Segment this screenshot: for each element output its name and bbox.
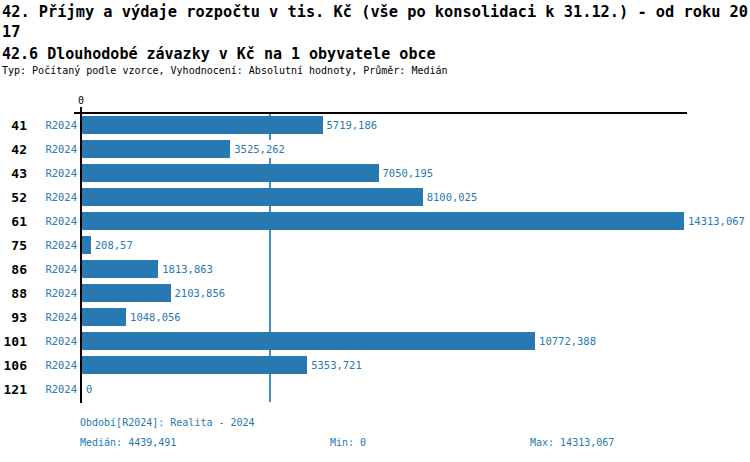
- row-series-label: R2024: [27, 335, 77, 347]
- row-series-label: R2024: [27, 311, 77, 323]
- bar-value-label: 2103,856: [174, 284, 227, 302]
- row-series-label: R2024: [27, 191, 77, 203]
- report-header: 42. Příjmy a výdaje rozpočtu v tis. Kč (…: [0, 0, 750, 77]
- row-category-label: 41: [0, 118, 27, 133]
- chart-row: 75R2024 208,57: [0, 233, 750, 257]
- chart-meta-line: Typ: Počítaný podle vzorce, Vyhodnocení:…: [2, 65, 750, 77]
- chart-row: 121R2024 0: [0, 377, 750, 401]
- row-category-label: 101: [0, 334, 27, 349]
- row-bar-zone: 3525,262: [82, 140, 750, 158]
- bar-value-label: 8100,025: [426, 188, 479, 206]
- bar: [82, 236, 91, 254]
- row-bar-zone: 1813,863: [82, 260, 750, 278]
- chart-row: 52R2024 8100,025: [0, 185, 750, 209]
- row-series-label: R2024: [27, 119, 77, 131]
- chart-row: 61R2024 14313,067: [0, 209, 750, 233]
- row-category-label: 88: [0, 286, 27, 301]
- bar: [82, 116, 323, 134]
- row-category-label: 43: [0, 166, 27, 181]
- bar-value-label: 7050,195: [382, 164, 435, 182]
- row-category-label: 106: [0, 358, 27, 373]
- bar-value-label: 10772,388: [538, 332, 597, 350]
- chart-row: 42R2024 3525,262: [0, 137, 750, 161]
- row-bar-zone: 10772,388: [82, 332, 750, 350]
- row-series-label: R2024: [27, 239, 77, 251]
- chart-row: 43R2024 7050,195: [0, 161, 750, 185]
- row-series-label: R2024: [27, 167, 77, 179]
- bar: [82, 356, 307, 374]
- chart-row: 86R2024 1813,863: [0, 257, 750, 281]
- bar-value-label: 5353,721: [310, 356, 363, 374]
- bar-chart: 0 41R20245719,18642R20243525,26243R20247…: [0, 95, 750, 407]
- bar: [82, 212, 684, 230]
- bar-value-label: 14313,067: [687, 212, 746, 230]
- row-bar-zone: 5353,721: [82, 356, 750, 374]
- bar-value-label: 1813,863: [161, 260, 214, 278]
- footer-min-stat: Min: 0: [330, 436, 366, 449]
- row-series-label: R2024: [27, 287, 77, 299]
- bar: [82, 140, 230, 158]
- row-category-label: 121: [0, 382, 27, 397]
- y-axis-line: [80, 107, 82, 403]
- bar-value-label: 5719,186: [326, 116, 379, 134]
- bar-value-label: 3525,262: [233, 140, 286, 158]
- footer-period-label: Období[R2024]: Realita - 2024: [80, 416, 255, 429]
- row-series-label: R2024: [27, 383, 77, 395]
- bar: [82, 308, 126, 326]
- row-bar-zone: 208,57: [82, 236, 750, 254]
- row-category-label: 42: [0, 142, 27, 157]
- chart-row: 93R2024 1048,056: [0, 305, 750, 329]
- chart-rows: 41R20245719,18642R20243525,26243R2024705…: [0, 113, 750, 401]
- row-bar-zone: 7050,195: [82, 164, 750, 182]
- report-page: { "colors": { "accent": "#2878B2", "bar"…: [0, 0, 750, 462]
- footer-max-stat: Max: 14313,067: [530, 436, 614, 449]
- chart-row: 101R2024 10772,388: [0, 329, 750, 353]
- page-subtitle: 42.6 Dlouhodobé závazky v Kč na 1 obyvat…: [2, 45, 750, 63]
- row-category-label: 52: [0, 190, 27, 205]
- row-bar-zone: 8100,025: [82, 188, 750, 206]
- row-bar-zone: 2103,856: [82, 284, 750, 302]
- page-title: 42. Příjmy a výdaje rozpočtu v tis. Kč (…: [2, 3, 750, 42]
- row-category-label: 61: [0, 214, 27, 229]
- bar: [82, 188, 423, 206]
- bar: [82, 260, 158, 278]
- row-series-label: R2024: [27, 359, 77, 371]
- row-bar-zone: 5719,186: [82, 116, 750, 134]
- row-series-label: R2024: [27, 263, 77, 275]
- bar-value-label: 0: [85, 380, 93, 398]
- row-bar-zone: 0: [82, 380, 750, 398]
- bar-value-label: 1048,056: [129, 308, 182, 326]
- row-series-label: R2024: [27, 143, 77, 155]
- chart-row: 88R2024 2103,856: [0, 281, 750, 305]
- row-category-label: 93: [0, 310, 27, 325]
- chart-row: 41R2024 5719,186: [0, 113, 750, 137]
- bar: [82, 164, 379, 182]
- row-bar-zone: 1048,056: [82, 308, 750, 326]
- bar: [82, 284, 171, 302]
- row-series-label: R2024: [27, 215, 77, 227]
- bar: [82, 332, 535, 350]
- row-category-label: 86: [0, 262, 27, 277]
- chart-row: 106R2024 5353,721: [0, 353, 750, 377]
- row-bar-zone: 14313,067: [82, 212, 750, 230]
- bar-value-label: 208,57: [94, 236, 134, 254]
- footer-median-stat: Medián: 4439,491: [80, 436, 176, 449]
- row-category-label: 75: [0, 238, 27, 253]
- x-axis-zero-tick-label: 0: [74, 95, 88, 107]
